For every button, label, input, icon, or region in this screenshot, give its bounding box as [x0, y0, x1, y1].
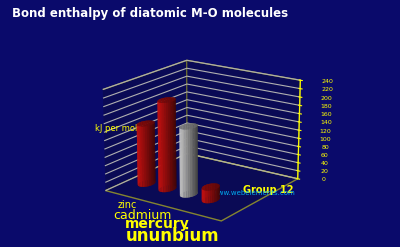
Text: Bond enthalpy of diatomic M-O molecules: Bond enthalpy of diatomic M-O molecules	[12, 7, 288, 21]
